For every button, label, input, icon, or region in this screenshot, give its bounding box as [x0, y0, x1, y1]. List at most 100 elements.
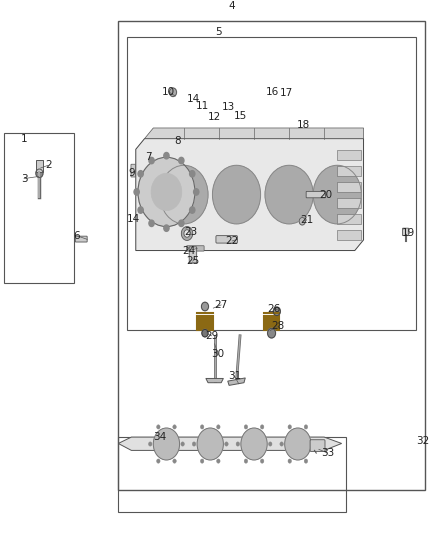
FancyBboxPatch shape	[75, 236, 87, 242]
Circle shape	[260, 425, 264, 429]
Circle shape	[212, 165, 261, 224]
Circle shape	[164, 225, 169, 231]
Circle shape	[170, 88, 177, 96]
Circle shape	[244, 459, 247, 463]
Text: 27: 27	[215, 300, 228, 310]
FancyBboxPatch shape	[337, 182, 361, 192]
Circle shape	[179, 157, 184, 164]
FancyBboxPatch shape	[337, 214, 361, 224]
Text: 20: 20	[320, 190, 333, 199]
Circle shape	[236, 442, 240, 446]
Circle shape	[173, 459, 176, 463]
FancyBboxPatch shape	[337, 198, 361, 208]
Text: 17: 17	[280, 88, 293, 98]
Text: 22: 22	[226, 236, 239, 246]
Text: 14: 14	[127, 214, 140, 223]
FancyBboxPatch shape	[306, 191, 325, 198]
Circle shape	[36, 169, 43, 177]
Text: 21: 21	[300, 215, 313, 224]
Circle shape	[173, 425, 177, 429]
Polygon shape	[206, 378, 223, 383]
Text: 29: 29	[205, 331, 218, 341]
Circle shape	[179, 220, 184, 227]
Text: 33: 33	[321, 448, 334, 458]
Text: 3: 3	[21, 174, 28, 183]
FancyBboxPatch shape	[189, 247, 197, 263]
Text: 9: 9	[128, 168, 135, 178]
Text: 12: 12	[208, 112, 221, 122]
Circle shape	[151, 173, 182, 211]
Circle shape	[134, 189, 139, 195]
FancyBboxPatch shape	[337, 230, 361, 240]
Circle shape	[156, 459, 160, 463]
Text: 5: 5	[215, 27, 223, 37]
Circle shape	[192, 442, 196, 446]
Polygon shape	[145, 128, 364, 139]
Circle shape	[280, 442, 283, 446]
Circle shape	[313, 165, 361, 224]
Circle shape	[201, 302, 208, 311]
FancyBboxPatch shape	[36, 160, 43, 172]
Polygon shape	[228, 378, 245, 385]
Circle shape	[138, 171, 143, 177]
Polygon shape	[118, 437, 342, 450]
Circle shape	[160, 165, 208, 224]
Text: 23: 23	[184, 227, 197, 237]
Circle shape	[304, 459, 307, 463]
Circle shape	[156, 425, 160, 429]
Circle shape	[197, 428, 223, 460]
Polygon shape	[136, 139, 364, 251]
Text: 8: 8	[174, 136, 181, 146]
Circle shape	[268, 442, 272, 446]
Text: 24: 24	[183, 246, 196, 255]
Circle shape	[304, 425, 307, 429]
Circle shape	[190, 171, 195, 177]
Text: 14: 14	[187, 94, 200, 103]
Text: 25: 25	[186, 256, 199, 266]
Circle shape	[149, 220, 154, 227]
Circle shape	[260, 459, 264, 463]
FancyBboxPatch shape	[216, 236, 237, 243]
Text: 18: 18	[297, 120, 310, 130]
Circle shape	[273, 307, 280, 316]
Circle shape	[241, 428, 267, 460]
Text: 13: 13	[222, 102, 235, 111]
Text: 34: 34	[153, 432, 166, 442]
Text: 32: 32	[416, 437, 429, 446]
Circle shape	[153, 428, 180, 460]
Circle shape	[200, 459, 204, 463]
Text: 6: 6	[73, 231, 80, 240]
FancyBboxPatch shape	[337, 150, 361, 160]
Circle shape	[225, 442, 228, 446]
Text: 7: 7	[145, 152, 152, 161]
Circle shape	[190, 207, 195, 213]
Circle shape	[299, 217, 305, 225]
Wedge shape	[181, 227, 193, 240]
Circle shape	[216, 425, 220, 429]
Text: 4: 4	[229, 2, 236, 12]
Text: 30: 30	[212, 350, 225, 359]
FancyBboxPatch shape	[131, 164, 135, 177]
Circle shape	[244, 425, 248, 429]
Text: 19: 19	[402, 229, 415, 238]
Text: 11: 11	[196, 101, 209, 110]
Circle shape	[138, 207, 143, 213]
Text: 16: 16	[266, 87, 279, 96]
Circle shape	[138, 157, 195, 227]
Circle shape	[200, 425, 204, 429]
FancyBboxPatch shape	[337, 166, 361, 176]
Circle shape	[164, 152, 169, 159]
Circle shape	[181, 442, 184, 446]
Circle shape	[148, 442, 152, 446]
Text: 26: 26	[267, 304, 280, 314]
Text: 10: 10	[162, 87, 175, 96]
Circle shape	[312, 442, 316, 446]
Circle shape	[149, 157, 154, 164]
Circle shape	[202, 329, 208, 337]
Circle shape	[288, 425, 292, 429]
Text: 2: 2	[45, 160, 52, 170]
Text: 15: 15	[233, 111, 247, 121]
Circle shape	[285, 428, 311, 460]
Circle shape	[268, 328, 276, 338]
FancyBboxPatch shape	[403, 228, 409, 236]
